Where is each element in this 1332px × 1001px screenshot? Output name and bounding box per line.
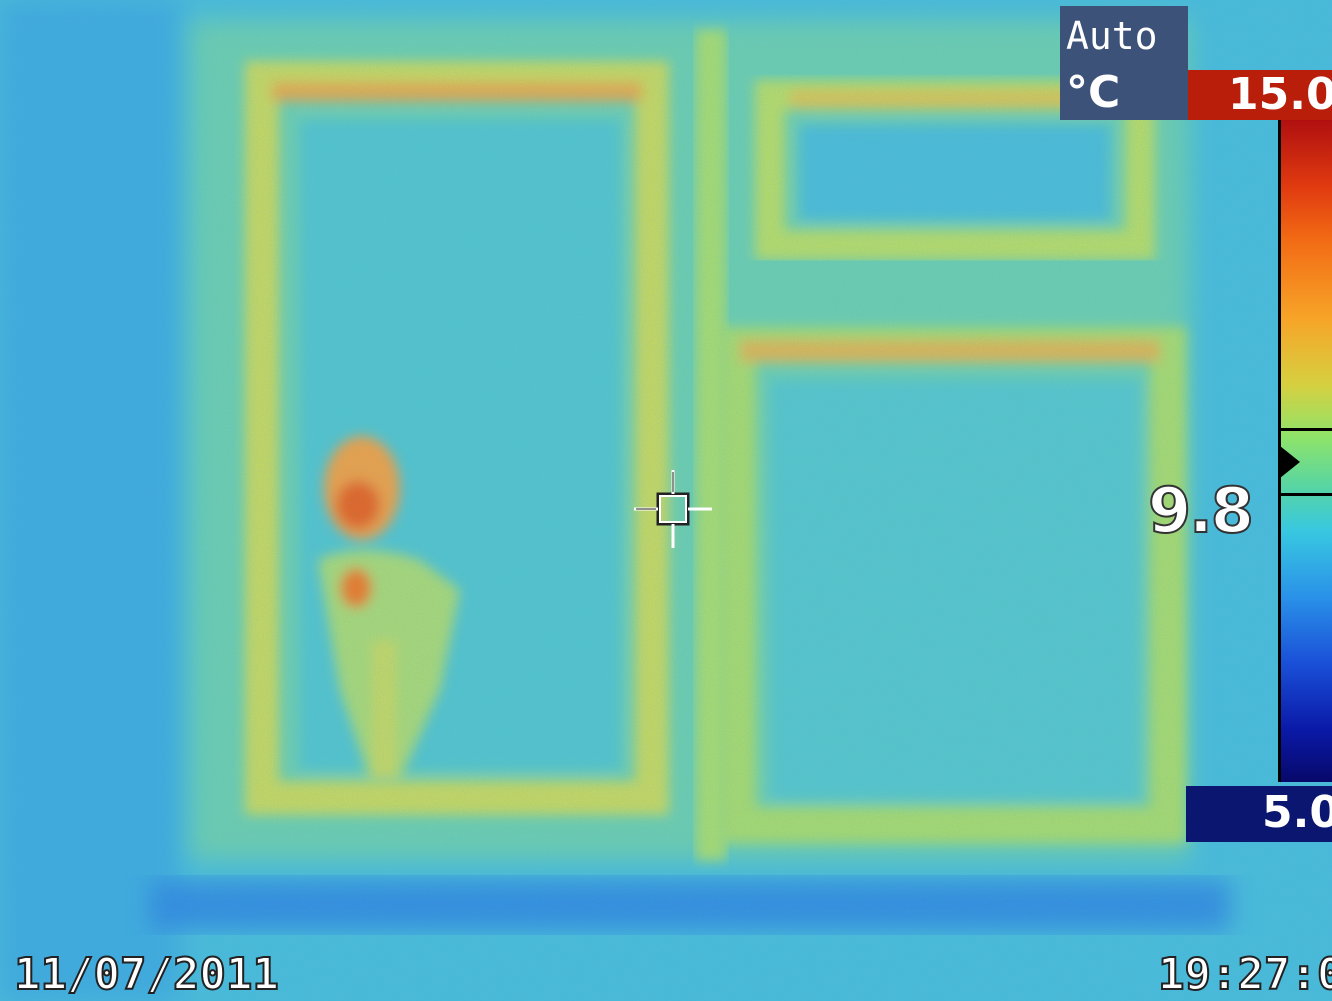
capture-time: 19:27:00 [1157,949,1332,1000]
scale-level-marker-icon [1280,446,1300,478]
spot-crosshair-icon [634,470,712,548]
scale-min-box: 5.0 [1186,786,1332,842]
scale-max-box: 15.0 [1188,70,1332,120]
scale-max-value: 15.0 [1228,70,1332,120]
capture-date: 11/07/2011 [13,949,280,1000]
spot-temperature-value: 9.8 [1147,474,1255,547]
range-mode-label: Auto [1066,14,1158,58]
range-mode-panel[interactable]: Auto °C [1060,6,1188,120]
scale-min-value: 5.0 [1262,787,1332,838]
scale-level-frame [1278,428,1332,496]
temperature-unit-label: °C [1066,67,1121,118]
